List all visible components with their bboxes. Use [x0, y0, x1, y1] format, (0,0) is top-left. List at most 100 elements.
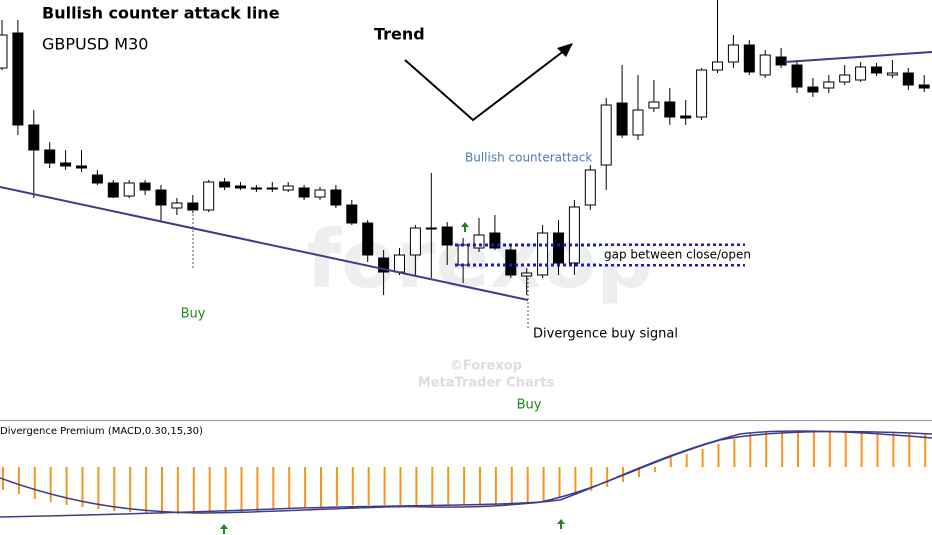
candle-body	[60, 162, 72, 167]
histogram	[2, 432, 927, 514]
candle-body	[44, 149, 56, 164]
histogram-bar	[590, 467, 593, 491]
candle-body	[871, 66, 882, 74]
annotation: gap between close/open	[604, 248, 751, 262]
histogram-bar	[176, 467, 179, 514]
histogram-bar	[701, 449, 704, 467]
candle-body	[616, 102, 628, 136]
histogram-bar	[192, 467, 195, 514]
histogram-bar	[113, 467, 116, 511]
histogram-bar	[892, 432, 895, 467]
histogram-bar	[574, 467, 577, 495]
candle-body	[76, 165, 87, 169]
candle-body	[409, 227, 421, 256]
histogram-bar	[908, 433, 911, 467]
histogram-bar	[797, 432, 799, 467]
candle-body	[314, 189, 326, 198]
histogram-bar	[463, 467, 466, 505]
histogram-bar	[81, 467, 84, 507]
watermark-copyright: ©Forexop	[450, 359, 522, 374]
histogram-bar	[606, 467, 609, 487]
histogram-bar	[367, 467, 370, 505]
candle-body	[362, 222, 374, 256]
candle-body	[712, 61, 723, 71]
candle-body	[537, 232, 549, 276]
annotation: Buy	[517, 398, 542, 413]
candle-body	[250, 187, 262, 190]
candle-body	[696, 69, 708, 118]
histogram-bar	[33, 467, 36, 499]
label-bg	[600, 246, 748, 264]
histogram-bar	[542, 467, 545, 501]
histogram-bar	[335, 467, 338, 506]
histogram-bar	[399, 467, 402, 505]
candle-body	[298, 187, 310, 198]
candles	[0, 0, 930, 295]
candle-body	[12, 32, 24, 126]
histogram-bar	[288, 467, 291, 509]
histogram-bar	[844, 432, 847, 467]
candle-body	[107, 182, 119, 198]
histogram-bar	[208, 467, 211, 513]
histogram-bar	[781, 432, 784, 467]
histogram-bar	[558, 467, 561, 498]
candle-body	[886, 72, 898, 76]
candle-body	[807, 86, 819, 93]
candle-body	[664, 101, 676, 118]
candle-body	[394, 254, 405, 273]
candle-body	[823, 81, 835, 89]
histogram-bar	[145, 467, 148, 513]
annotation: Buy	[181, 307, 206, 322]
macd-line	[0, 430, 932, 514]
candle-body	[203, 181, 215, 211]
annotation: Divergence buy signal	[533, 327, 678, 342]
buy-arrow	[220, 524, 228, 534]
candle-body	[346, 204, 358, 224]
chart-subtitle: GBPUSD M30	[42, 35, 148, 54]
candle-body	[632, 109, 644, 136]
histogram-bar	[224, 467, 227, 513]
candle-body	[839, 74, 851, 83]
candle-body	[123, 182, 135, 197]
histogram-bar	[749, 433, 752, 467]
watermark-source: MetaTrader Charts	[418, 376, 555, 391]
histogram-bar	[351, 467, 354, 505]
histogram-bar	[860, 432, 863, 467]
candle-body	[743, 44, 755, 73]
histogram-bar	[415, 467, 418, 505]
trend-arrow	[404, 49, 566, 122]
arrow-head	[557, 43, 573, 57]
histogram-bar	[97, 467, 100, 509]
candle-body	[521, 272, 533, 277]
candle-body	[648, 101, 660, 109]
chart-title: Bullish counter attack line	[42, 4, 280, 23]
histogram-bar	[49, 467, 52, 502]
candle-body	[902, 72, 914, 86]
candle-body	[791, 64, 803, 88]
histogram-bar	[526, 467, 529, 503]
histogram-bar	[240, 467, 243, 512]
buy-arrow	[461, 222, 469, 232]
histogram-bar	[685, 454, 688, 467]
candle-body	[489, 232, 501, 249]
histogram-bar	[65, 467, 68, 505]
candle-body	[235, 185, 246, 189]
histogram-bar	[717, 444, 720, 467]
histogram-bar	[638, 467, 640, 477]
histogram-bar	[17, 467, 20, 494]
candle-body	[441, 226, 453, 246]
annotation: Trend	[374, 25, 425, 44]
annotation: Bullish counterattack	[465, 151, 592, 165]
histogram-bar	[431, 467, 434, 505]
histogram-bar	[272, 467, 275, 510]
candle-body	[553, 232, 564, 264]
candle-body	[171, 202, 183, 209]
histogram-bar	[256, 467, 259, 511]
candle-body	[91, 174, 103, 184]
candle-body	[600, 104, 612, 166]
histogram-bar	[304, 467, 307, 508]
candle-body	[584, 169, 596, 206]
candle-body	[855, 66, 867, 81]
